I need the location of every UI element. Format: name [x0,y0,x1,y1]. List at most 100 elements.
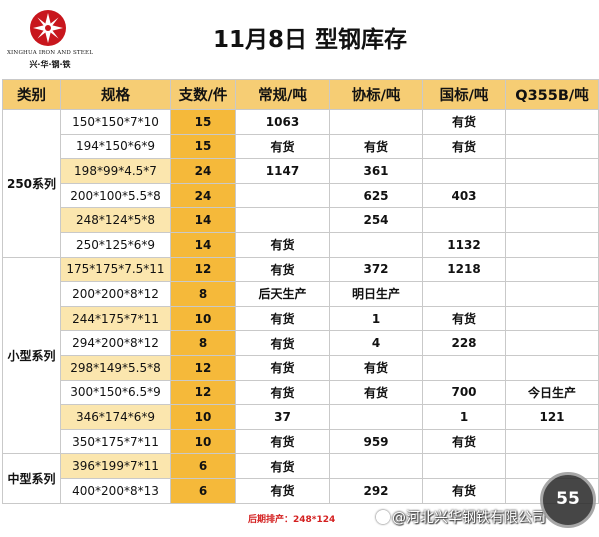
sheet-header: XINGHUA IRON AND STEEL 兴·华·钢·铁 11月8日 型钢库… [0,0,599,78]
guobiao-cell: 1 [422,404,506,430]
xiebiao-cell: 有货 [329,354,423,381]
spec-cell: 294*200*8*12 [60,330,171,356]
spec-cell: 300*150*6.5*9 [60,379,171,406]
table-row: 346*174*6*9 10 37 1 121 [3,404,599,430]
sheet-footer: 后期排产：248*124 @河北兴华钢铁有限公司 [0,505,599,537]
changgui-cell: 有货 [235,133,330,160]
spec-cell: 244*175*7*11 [60,305,171,332]
floating-badge[interactable]: 55 [540,472,596,528]
xiebiao-cell: 有货 [329,379,423,406]
changgui-cell: 有货 [235,256,330,283]
table-row: 300*150*6.5*9 12 有货 有货 700 今日生产 [3,379,599,406]
xinghua-seal-icon [30,10,66,46]
column-header-spec: 规格 [60,79,171,110]
logo-chinese-name: 兴·华·钢·铁 [29,60,71,69]
watermark-logo-icon [376,510,390,524]
watermark-text: @河北兴华钢铁有限公司 [392,510,546,526]
table-row: 400*200*8*13 6 有货 292 有货 [3,477,599,504]
q355b-cell [505,133,599,160]
changgui-cell: 有货 [235,305,330,332]
guobiao-cell: 有货 [422,305,506,332]
table-row: 198*99*4.5*7 24 1147 361 [3,158,599,184]
table-row: 250*125*6*9 14 有货 1132 [3,231,599,258]
guobiao-cell: 有货 [422,109,506,135]
qty-cell: 10 [170,404,236,430]
company-watermark: @河北兴华钢铁有限公司 [376,507,588,529]
column-header-changgui: 常规/吨 [235,79,330,110]
qty-cell: 10 [170,305,236,332]
spec-cell: 400*200*8*13 [60,477,171,504]
changgui-cell [235,182,330,209]
xiebiao-cell: 361 [329,158,423,184]
changgui-cell: 有货 [235,453,330,479]
guobiao-cell [422,281,506,307]
table-header-row: 类别 规格 支数/件 常规/吨 协标/吨 国标/吨 Q355B/吨 [2,79,599,110]
qty-cell: 12 [170,354,236,381]
q355b-cell [505,453,599,479]
spec-cell: 250*125*6*9 [60,231,171,258]
q355b-cell [505,330,599,356]
q355b-cell [505,428,599,455]
q355b-cell [505,207,599,233]
changgui-cell: 有货 [235,231,330,258]
spec-cell: 175*175*7.5*11 [60,256,171,283]
guobiao-cell [422,207,506,233]
changgui-cell: 后天生产 [235,281,330,307]
q355b-cell [505,354,599,381]
qty-cell: 14 [170,231,236,258]
xiebiao-cell: 625 [329,182,423,209]
group-label-medium: 中型系列 [2,453,61,504]
changgui-cell: 37 [235,404,330,430]
xiebiao-cell: 4 [329,330,423,356]
table-row: 小型系列 175*175*7.5*11 12 有货 372 1218 [2,256,599,455]
qty-cell: 24 [170,182,236,209]
company-logo: XINGHUA IRON AND STEEL 兴·华·钢·铁 [6,8,94,72]
qty-cell: 6 [170,453,236,479]
group-label-small: 小型系列 [2,256,61,455]
guobiao-cell: 403 [422,182,506,209]
xiebiao-cell [329,404,423,430]
qty-cell: 8 [170,281,236,307]
future-production-note: 后期排产：248*124 [248,515,336,525]
group-label-250: 250系列 [2,109,61,258]
page-title: 11月8日 型钢库存 [212,27,408,53]
q355b-cell [505,256,599,283]
stock-table: 类别 规格 支数/件 常规/吨 协标/吨 国标/吨 Q355B/吨 250系列 … [2,79,599,504]
xiebiao-cell: 1 [329,305,423,332]
spec-cell: 248*124*5*8 [60,207,171,233]
q355b-cell [505,109,599,135]
xiebiao-cell: 明日生产 [329,281,423,307]
column-header-xiebiao: 协标/吨 [329,79,423,110]
table-row: 244*175*7*11 10 有货 1 有货 [3,305,599,332]
changgui-cell: 有货 [235,477,330,504]
spec-cell: 350*175*7*11 [60,428,171,455]
guobiao-cell: 1218 [422,256,506,283]
changgui-cell: 有货 [235,354,330,381]
xiebiao-cell [329,109,423,135]
q355b-cell [505,281,599,307]
guobiao-cell: 有货 [422,428,506,455]
q355b-cell: 121 [505,404,599,430]
q355b-cell [505,305,599,332]
qty-cell: 24 [170,158,236,184]
xiebiao-cell [329,231,423,258]
spec-cell: 346*174*6*9 [60,404,171,430]
spec-cell: 198*99*4.5*7 [60,158,171,184]
guobiao-cell: 有货 [422,133,506,160]
q355b-cell: 今日生产 [505,379,599,406]
qty-cell: 10 [170,428,236,455]
q355b-cell [505,182,599,209]
changgui-cell: 有货 [235,330,330,356]
table-row: 200*200*8*12 8 后天生产 明日生产 [3,281,599,307]
guobiao-cell: 700 [422,379,506,406]
qty-cell: 12 [170,256,236,283]
xiebiao-cell: 372 [329,256,423,283]
guobiao-cell [422,354,506,381]
column-header-category: 类别 [2,79,61,110]
guobiao-cell: 228 [422,330,506,356]
spec-cell: 298*149*5.5*8 [60,354,171,381]
guobiao-cell [422,453,506,479]
spec-cell: 396*199*7*11 [60,453,171,479]
qty-cell: 14 [170,207,236,233]
